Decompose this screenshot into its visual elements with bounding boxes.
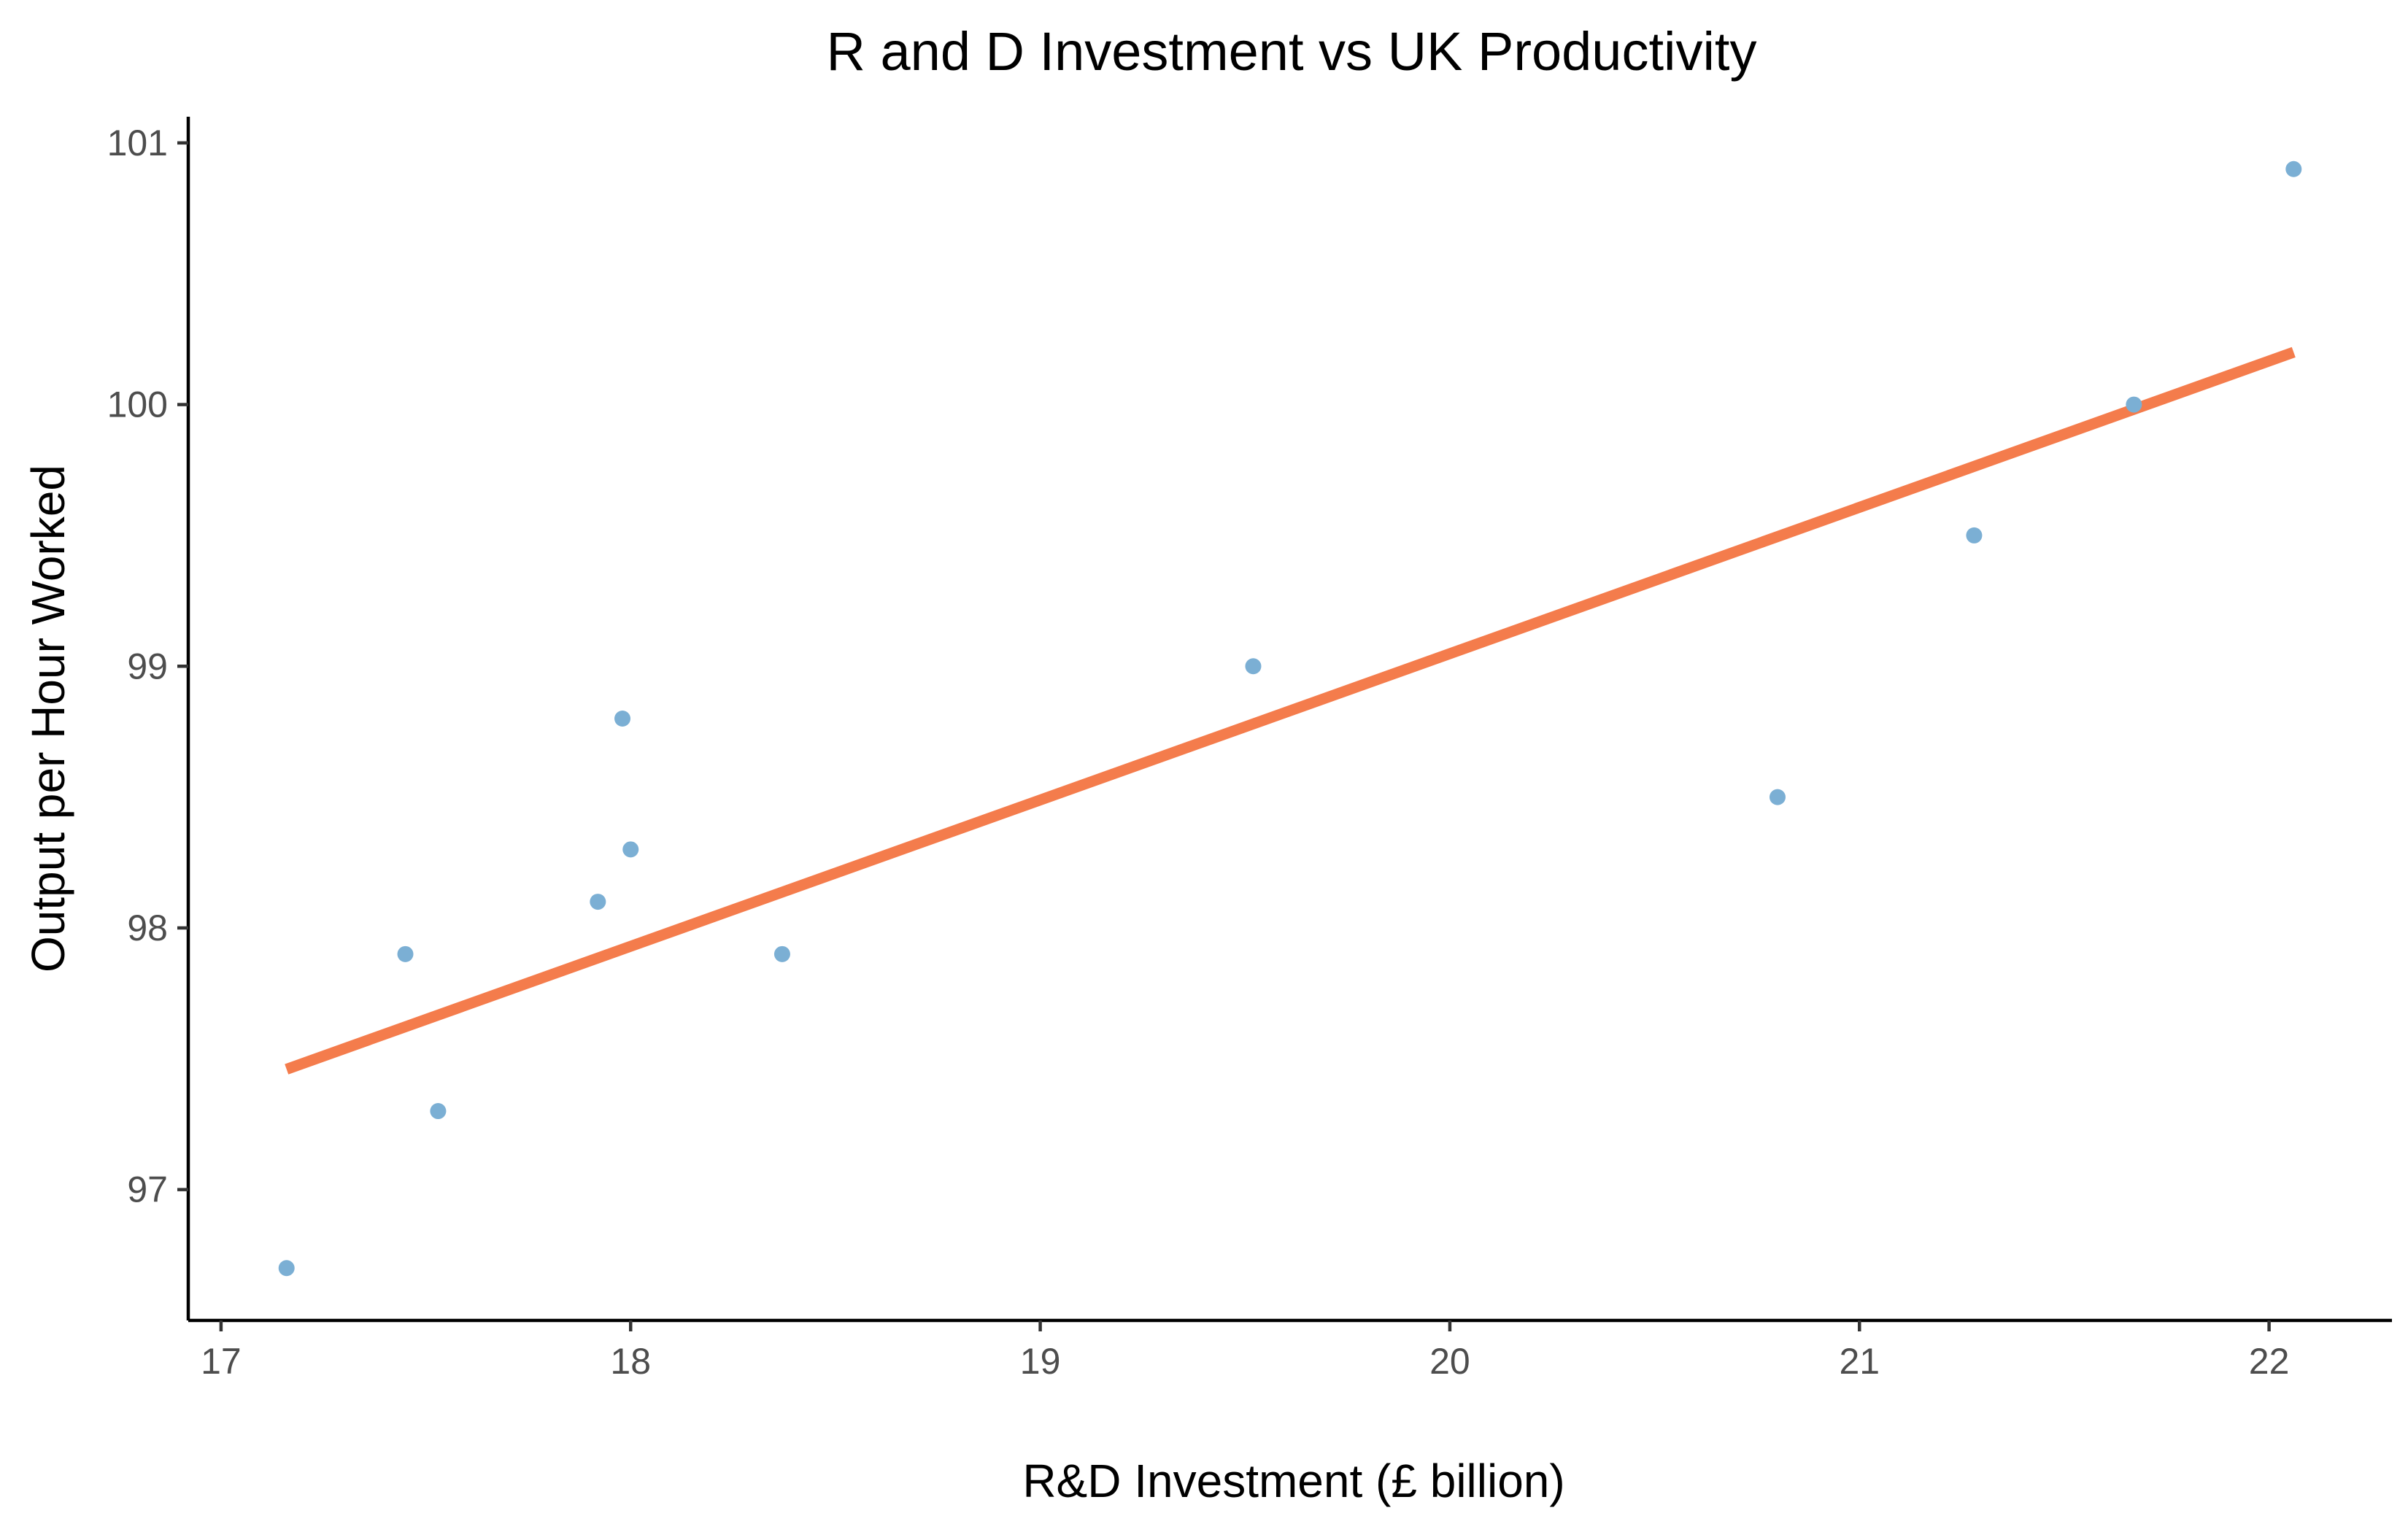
x-tick-label: 18	[610, 1341, 651, 1382]
scatter-point	[430, 1103, 447, 1120]
scatter-point	[278, 1260, 295, 1277]
scatter-point	[1245, 658, 1262, 675]
scatter-point	[1769, 789, 1786, 805]
scatter-points-layer	[278, 160, 2302, 1277]
y-tick-label: 99	[127, 646, 168, 686]
x-tick-label: 21	[1839, 1341, 1880, 1382]
x-tick-label: 20	[1429, 1341, 1470, 1382]
scatter-point	[773, 945, 790, 962]
scatter-point	[2126, 396, 2142, 413]
trend-line	[285, 347, 2296, 1075]
y-tick-label: 98	[127, 908, 168, 948]
x-tick-label: 19	[1020, 1341, 1061, 1382]
x-tick-label: 17	[201, 1341, 242, 1382]
x-tick-label: 22	[2249, 1341, 2290, 1382]
y-axis-ticks: 97 98 99 100 101	[107, 123, 188, 1210]
scatter-point	[1966, 527, 1983, 543]
y-tick-label: 101	[107, 123, 168, 163]
scatter-point	[397, 945, 414, 962]
y-axis-label: Output per Hour Worked	[22, 465, 74, 972]
y-tick-label: 100	[107, 384, 168, 425]
scatter-point	[622, 841, 639, 858]
x-axis-label: R&D Investment (£ billion)	[1022, 1455, 1564, 1507]
scatter-point	[590, 894, 606, 910]
x-axis-ticks: 17 18 19 20 21 22	[201, 1320, 2289, 1382]
y-tick-label: 97	[127, 1169, 168, 1210]
chart-title: R and D Investment vs UK Productivity	[827, 21, 1757, 82]
axes	[186, 117, 2392, 1323]
scatter-point	[2285, 160, 2302, 177]
trend-line-layer	[285, 347, 2296, 1075]
scatter-point	[614, 711, 631, 727]
